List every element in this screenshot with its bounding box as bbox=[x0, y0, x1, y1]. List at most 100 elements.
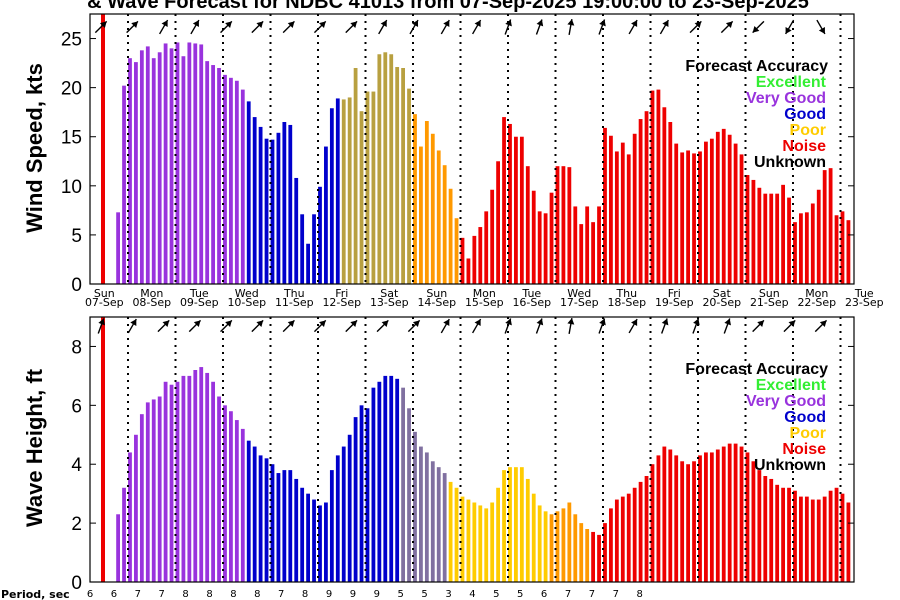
wind-direction-arrow bbox=[158, 19, 169, 35]
wave-bar bbox=[300, 487, 305, 582]
wave-bar bbox=[134, 434, 138, 582]
period-value: 5 bbox=[517, 589, 523, 600]
wave-bar bbox=[128, 452, 132, 582]
wave-bar bbox=[181, 375, 186, 582]
wind-bar bbox=[335, 98, 340, 284]
wave-legend-poor: Poor bbox=[790, 425, 826, 442]
wave-bar bbox=[264, 458, 269, 582]
wind-speed-panel: Wind Speed, kts 0 5 10 15 20 25 Forecast Accu… bbox=[22, 13, 855, 296]
wave-bar bbox=[543, 511, 548, 582]
wave-bar bbox=[442, 473, 447, 582]
wave-bar bbox=[751, 461, 756, 582]
wave-bar bbox=[157, 396, 162, 582]
date-label: 20-Sep bbox=[702, 296, 741, 309]
wave-bar bbox=[626, 493, 631, 582]
wind-bar bbox=[407, 88, 411, 285]
wave-direction-arrow bbox=[157, 319, 170, 333]
wave-bar bbox=[312, 499, 316, 582]
wave-bar bbox=[205, 372, 210, 582]
wave-bar bbox=[347, 434, 352, 582]
wave-bar bbox=[727, 443, 732, 582]
wave-bar bbox=[775, 484, 780, 582]
period-value: 9 bbox=[350, 589, 356, 600]
wind-bar bbox=[644, 111, 649, 284]
wave-bar bbox=[745, 452, 750, 582]
period-value: 5 bbox=[398, 589, 404, 600]
wave-bar bbox=[371, 387, 376, 582]
date-label: 21-Sep bbox=[750, 296, 789, 309]
wind-speed-ylabel: Wind Speed, kts bbox=[22, 63, 47, 233]
wave-direction-arrow bbox=[752, 319, 765, 333]
wave-bar bbox=[816, 499, 821, 582]
wind-direction-arrow bbox=[598, 19, 606, 35]
wind-bar bbox=[561, 166, 566, 284]
wind-bar bbox=[460, 237, 465, 284]
wind-direction-arrow bbox=[409, 19, 419, 35]
wind-bar bbox=[383, 52, 388, 284]
wind-bar bbox=[371, 91, 376, 284]
wind-bar bbox=[626, 154, 631, 284]
wind-bar bbox=[359, 111, 364, 284]
wave-bar bbox=[139, 414, 144, 582]
period-value: 7 bbox=[278, 589, 284, 600]
period-value: 7 bbox=[135, 589, 141, 600]
period-value: 7 bbox=[159, 589, 165, 600]
wind-bar bbox=[234, 80, 239, 284]
period-value: 7 bbox=[613, 589, 619, 600]
wave-legend-noise: Noise bbox=[782, 441, 826, 458]
wind-bar bbox=[781, 184, 785, 284]
wave-bar bbox=[490, 502, 495, 582]
wave-bar bbox=[145, 402, 150, 582]
date-label: 14-Sep bbox=[417, 296, 456, 309]
wind-bar bbox=[466, 258, 471, 284]
period-value: 8 bbox=[230, 589, 236, 600]
wind-bar bbox=[674, 143, 679, 284]
wave-direction-arrow bbox=[440, 318, 450, 334]
wind-bar bbox=[430, 133, 435, 284]
date-label: 08-Sep bbox=[132, 296, 171, 309]
wave-bar bbox=[591, 531, 595, 582]
wave-bar bbox=[650, 464, 655, 582]
wave-bar bbox=[252, 446, 257, 582]
wave-bar bbox=[478, 505, 483, 582]
wave-direction-arrow bbox=[692, 318, 700, 334]
period-value: 6 bbox=[111, 589, 117, 600]
wave-direction-arrow bbox=[376, 319, 389, 333]
wave-direction-arrow bbox=[251, 319, 264, 333]
period-values: 6 6 7 7 8 8 8 8 7 8 9 9 9 5 5 3 4 5 5 6 7 7 7 8 bbox=[87, 589, 643, 600]
wind-bar bbox=[116, 212, 120, 284]
day-name-label: Mon bbox=[140, 287, 163, 300]
wind-bar bbox=[300, 214, 305, 284]
wave-bar bbox=[460, 496, 465, 582]
wind-bar bbox=[365, 91, 370, 284]
wind-bar bbox=[698, 151, 702, 284]
wind-bar bbox=[638, 119, 643, 284]
wind-ytick-label: 25 bbox=[61, 30, 82, 51]
wave-bar bbox=[799, 496, 803, 582]
period-value: 8 bbox=[182, 589, 188, 600]
chart-title: & Wave Forecast for NDBC 41013 from 07-S… bbox=[87, 0, 809, 13]
wind-direction-arrow bbox=[659, 19, 670, 35]
day-name-label: Wed bbox=[567, 287, 591, 300]
wave-bar bbox=[769, 478, 774, 582]
wave-bar bbox=[270, 464, 275, 582]
wave-ytick-label: 8 bbox=[71, 337, 82, 358]
wave-direction-arrow bbox=[407, 319, 421, 333]
date-label: 11-Sep bbox=[275, 296, 314, 309]
wave-bar bbox=[377, 381, 382, 582]
wind-direction-arrow bbox=[282, 20, 295, 34]
wind-bar bbox=[205, 61, 210, 284]
wave-bar bbox=[597, 534, 601, 582]
wave-direction-arrow bbox=[598, 318, 606, 334]
wind-bar bbox=[377, 54, 382, 284]
wind-bar bbox=[828, 168, 833, 284]
wind-bar bbox=[751, 179, 756, 284]
wave-bar bbox=[472, 502, 477, 582]
wave-bar bbox=[573, 514, 578, 582]
wave-bar bbox=[318, 505, 322, 582]
wind-direction-arrow bbox=[784, 19, 795, 35]
wave-legend-excellent: Excellent bbox=[756, 377, 827, 394]
wind-bar bbox=[567, 167, 572, 284]
date-label: 13-Sep bbox=[370, 296, 409, 309]
